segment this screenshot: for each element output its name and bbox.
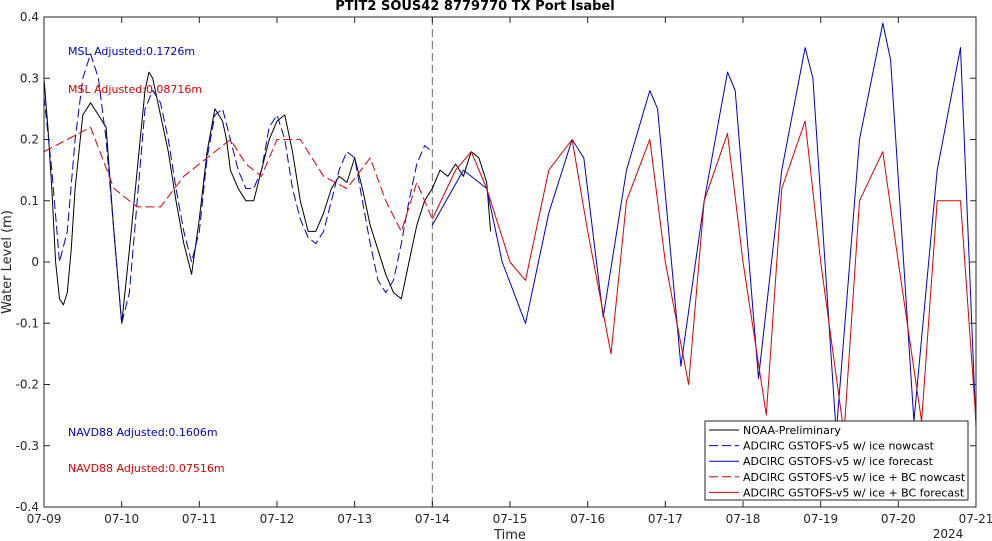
legend-entry-4: ADCIRC GSTOFS-v5 w/ ice + BC forecast: [743, 486, 965, 499]
series-line-4: [431, 120, 977, 434]
x-tick-label: 07-13: [337, 512, 372, 526]
series-line-2: [431, 22, 977, 434]
y-tick-label: -0.1: [16, 316, 39, 330]
annotation-3: NAVD88 Adjusted:0.07516m: [68, 462, 225, 475]
x-tick-label: 07-10: [104, 512, 139, 526]
x-tick-label: 07-11: [182, 512, 217, 526]
y-axis-label: Water Level (m): [0, 210, 15, 314]
annotation-0: MSL Adjusted:0.1726m: [68, 45, 195, 58]
plot-area: -0.4 -0.3 -0.2 -0.1 0 0.1 0.2 0.3 0.4 07-09 07-10 0…: [16, 10, 992, 541]
series-line-3: [43, 126, 433, 232]
legend-box: [704, 420, 969, 501]
y-tick-label: 0.1: [20, 194, 39, 208]
y-tick-label: 0.2: [20, 133, 39, 147]
x-tick-label: 07-16: [570, 512, 605, 526]
y-tick-label: -0.2: [16, 378, 39, 392]
x-tick-label: 07-21: [959, 512, 992, 526]
y-tick-label: -0.4: [16, 500, 39, 514]
x-tick-label: 07-14: [415, 512, 450, 526]
x-tick-label: 07-09: [27, 512, 62, 526]
y-tick-label: -0.3: [16, 439, 39, 453]
annotation-2: NAVD88 Adjusted:0.1606m: [68, 426, 218, 439]
x-tick-label: 07-17: [648, 512, 683, 526]
x-tick-label: 07-19: [803, 512, 838, 526]
x-tick-label: 07-20: [881, 512, 916, 526]
legend-entry-0: NOAA-Preliminary: [743, 424, 841, 437]
x-tick-label: 07-18: [726, 512, 761, 526]
legend-entry-2: ADCIRC GSTOFS-v5 w/ ice forecast: [743, 455, 934, 468]
series-line-0: [43, 71, 492, 324]
y-tick-label: 0.3: [20, 71, 39, 85]
legend-entry-1: ADCIRC GSTOFS-v5 w/ ice nowcast: [743, 440, 935, 453]
x-axis-label: Time: [493, 528, 526, 541]
y-tick-label: 0: [31, 255, 39, 269]
legend: NOAA-Preliminary ADCIRC GSTOFS-v5 w/ ice …: [704, 420, 969, 501]
x-tick-label: 07-12: [260, 512, 295, 526]
annotations: MSL Adjusted:0.1726m MSL Adjusted:0.08716…: [68, 45, 225, 475]
legend-entry-3: ADCIRC GSTOFS-v5 w/ ice + BC nowcast: [743, 471, 966, 484]
chart-title: PTIT2 SOUS42 8779770 TX Port Isabel: [335, 0, 614, 14]
series-line-1: [43, 53, 433, 324]
annotation-1: MSL Adjusted:0.08716m: [68, 83, 202, 96]
x-tick-label: 07-15: [493, 512, 528, 526]
y-tick-label: 0.4: [20, 10, 39, 24]
x-year-label: 2024: [933, 527, 964, 541]
